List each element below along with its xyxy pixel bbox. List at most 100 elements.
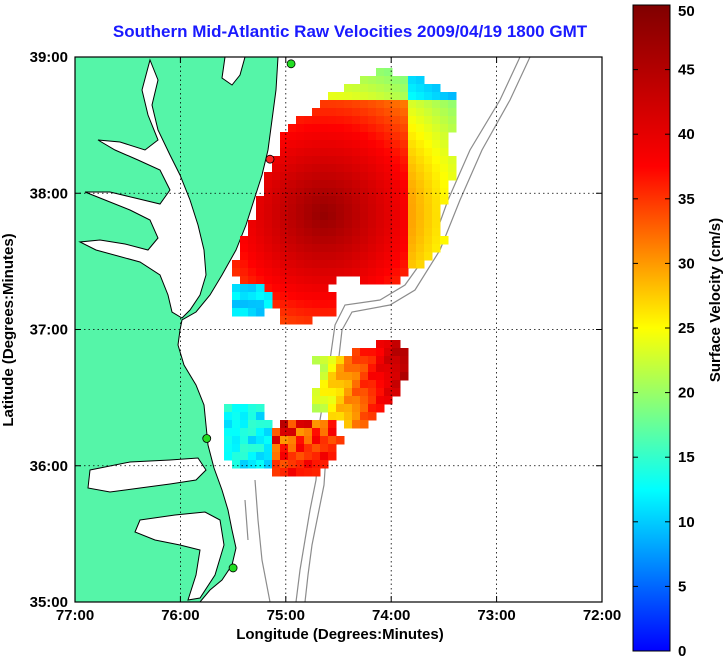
velocity-cell — [368, 172, 377, 181]
velocity-cell — [296, 444, 305, 453]
velocity-cell — [392, 220, 401, 229]
velocity-cell — [368, 76, 377, 85]
velocity-cell — [400, 372, 409, 381]
velocity-cell — [376, 76, 385, 85]
velocity-cell — [368, 260, 377, 269]
velocity-cell — [352, 348, 361, 357]
velocity-cell — [352, 364, 361, 373]
velocity-cell — [424, 252, 433, 261]
velocity-cell — [304, 164, 313, 173]
velocity-cell — [368, 124, 377, 133]
velocity-cell — [232, 452, 241, 461]
velocity-cell — [328, 172, 337, 181]
velocity-cell — [384, 188, 393, 197]
velocity-cell — [408, 228, 417, 237]
velocity-cell — [400, 76, 409, 85]
velocity-cell — [368, 148, 377, 157]
velocity-cell — [280, 452, 289, 461]
velocity-cell — [432, 228, 441, 237]
velocity-cell — [288, 132, 297, 141]
velocity-cell — [304, 132, 313, 141]
velocity-cell — [424, 196, 433, 205]
velocity-cell — [328, 196, 337, 205]
y-axis: 39:00 38:00 37:00 36:00 35:00 — [30, 49, 602, 611]
velocity-cell — [352, 404, 361, 413]
velocity-cell — [336, 388, 345, 397]
velocity-cell — [400, 268, 409, 277]
velocity-cell — [392, 380, 401, 389]
velocity-cell — [384, 364, 393, 373]
velocity-cell — [424, 148, 433, 157]
velocity-cell — [424, 124, 433, 133]
velocity-cell — [352, 212, 361, 221]
velocity-cell — [384, 212, 393, 221]
velocity-cell — [328, 436, 337, 445]
velocity-cell — [304, 148, 313, 157]
velocity-cell — [440, 108, 449, 117]
velocity-cell — [376, 252, 385, 261]
velocity-cell — [448, 124, 457, 133]
velocity-cell — [344, 404, 353, 413]
velocity-cell — [368, 396, 377, 405]
velocity-cell — [432, 164, 441, 173]
velocity-cell — [240, 244, 249, 253]
velocity-cell — [392, 276, 401, 285]
x-axis: 77:00 76:00 75:00 74:00 73:00 72:00 — [56, 57, 621, 624]
velocity-cell — [312, 436, 321, 445]
velocity-cell — [400, 228, 409, 237]
velocity-cell — [336, 92, 345, 101]
velocity-cell — [344, 396, 353, 405]
velocity-cell — [360, 388, 369, 397]
velocity-cell — [264, 172, 273, 181]
velocity-cell — [376, 268, 385, 277]
velocity-cell — [360, 140, 369, 149]
velocity-cell — [400, 156, 409, 165]
velocity-cell — [368, 212, 377, 221]
velocity-cell — [328, 116, 337, 125]
velocity-cell — [248, 236, 257, 245]
velocity-cell — [296, 204, 305, 213]
velocity-cell — [448, 164, 457, 173]
velocity-cell — [264, 188, 273, 197]
velocity-cell — [416, 116, 425, 125]
velocity-cell — [304, 460, 313, 469]
velocity-cell — [280, 276, 289, 285]
velocity-cell — [360, 108, 369, 117]
velocity-cell — [336, 412, 345, 421]
velocity-cell — [304, 172, 313, 181]
velocity-cell — [272, 444, 281, 453]
velocity-cell — [408, 204, 417, 213]
velocity-cell — [368, 404, 377, 413]
velocity-cell — [368, 252, 377, 261]
velocity-cell — [392, 212, 401, 221]
velocity-cell — [440, 180, 449, 189]
velocity-cell — [264, 436, 273, 445]
velocity-cell — [272, 428, 281, 437]
velocity-cell — [304, 116, 313, 125]
velocity-cell — [248, 252, 257, 261]
velocity-cell — [328, 204, 337, 213]
velocity-cell — [240, 444, 249, 453]
velocity-cell — [360, 132, 369, 141]
velocity-cell — [304, 124, 313, 133]
velocity-cell — [432, 84, 441, 93]
velocity-cell — [264, 268, 273, 277]
velocity-cell — [328, 228, 337, 237]
velocity-cell — [440, 188, 449, 197]
velocity-cell — [400, 196, 409, 205]
velocity-cell — [400, 204, 409, 213]
velocity-cell — [424, 172, 433, 181]
velocity-cell — [256, 260, 265, 269]
velocity-cell — [376, 212, 385, 221]
velocity-cell — [360, 396, 369, 405]
velocity-cell — [360, 204, 369, 213]
velocity-cell — [392, 348, 401, 357]
velocity-cell — [320, 380, 329, 389]
velocity-cell — [312, 204, 321, 213]
velocity-cell — [392, 252, 401, 261]
velocity-cell — [248, 412, 257, 421]
velocity-cell — [288, 428, 297, 437]
velocity-cell — [376, 356, 385, 365]
velocity-cell — [376, 84, 385, 93]
